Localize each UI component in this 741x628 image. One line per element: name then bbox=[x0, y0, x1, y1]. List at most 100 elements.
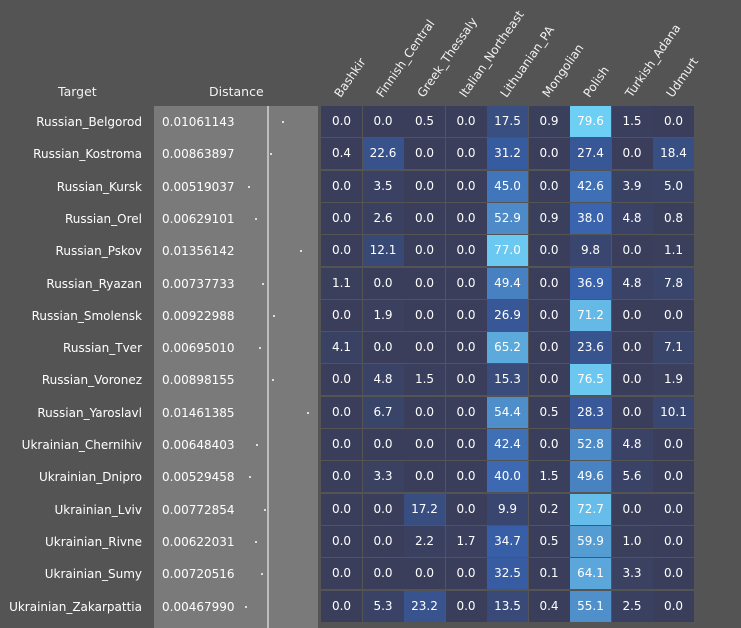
heatmap-cell: 0.0 bbox=[321, 493, 362, 525]
heatmap-cell: 0.0 bbox=[362, 429, 404, 460]
distance-dot-panel bbox=[269, 106, 318, 628]
row-target-label: Russian_Belgorod bbox=[36, 115, 142, 129]
heatmap-cell: 23.6 bbox=[570, 332, 611, 364]
target-column-header: Target bbox=[58, 84, 97, 99]
row-distance-value: 0.00772854 bbox=[162, 502, 235, 517]
heatmap-cell: 0.0 bbox=[321, 396, 362, 428]
row-target-label: Ukrainian_Sumy bbox=[44, 567, 142, 582]
row-distance-value: 0.00648403 bbox=[162, 438, 235, 452]
heatmap-cell: 3.3 bbox=[362, 461, 404, 493]
heatmap-cell: 0.0 bbox=[653, 106, 694, 137]
row-target-label: Ukrainian_Zakarpattia bbox=[9, 599, 142, 614]
heatmap-cell: 0.0 bbox=[653, 590, 694, 622]
row-target-label: Russian_Smolensk bbox=[31, 308, 142, 323]
distance-marker bbox=[256, 444, 259, 446]
heatmap-cell: 1.5 bbox=[528, 461, 570, 493]
heatmap-cell: 0.0 bbox=[321, 170, 362, 202]
distance-marker bbox=[300, 250, 303, 253]
heatmap-cell: 36.9 bbox=[570, 267, 611, 299]
heatmap-cell: 27.4 bbox=[570, 138, 611, 170]
heatmap-cell: 0.2 bbox=[528, 493, 570, 525]
distance-marker bbox=[255, 217, 258, 220]
row-target-label: Ukrainian_Chernihiv bbox=[21, 438, 142, 452]
distance-marker bbox=[254, 540, 257, 543]
heatmap-cell: 1.9 bbox=[362, 299, 404, 331]
heatmap-cell: 15.3 bbox=[487, 364, 528, 396]
heatmap-cell: 49.4 bbox=[487, 267, 528, 299]
heatmap-cell: 0.0 bbox=[611, 493, 653, 525]
row-target-label: Russian_Orel bbox=[64, 211, 142, 226]
distance-marker bbox=[282, 121, 285, 123]
heatmap-cell: 0.0 bbox=[362, 493, 404, 525]
row-distance-value: 0.00519037 bbox=[162, 179, 235, 194]
heatmap-cell: 0.0 bbox=[445, 364, 487, 396]
heatmap-cell: 52.9 bbox=[487, 202, 528, 234]
row-target-label: Russian_Pskov bbox=[55, 244, 142, 259]
distance-divider bbox=[267, 106, 269, 628]
heatmap-cell: 0.0 bbox=[445, 267, 487, 299]
heatmap-cell: 9.9 bbox=[487, 493, 528, 525]
heatmap-cell: 0.0 bbox=[321, 429, 362, 460]
heatmap-cell: 17.5 bbox=[487, 106, 528, 137]
heatmap-cell: 0.0 bbox=[445, 461, 487, 493]
heatmap-cell: 0.0 bbox=[321, 590, 362, 622]
distance-marker bbox=[307, 411, 309, 414]
distance-marker bbox=[273, 314, 276, 317]
heatmap-cell: 0.0 bbox=[362, 106, 404, 137]
heatmap-cell: 0.0 bbox=[445, 590, 487, 622]
heatmap-cell: 0.0 bbox=[445, 493, 487, 525]
heatmap-cell: 40.0 bbox=[487, 461, 528, 493]
heatmap-cell: 1.1 bbox=[653, 235, 694, 267]
row-target-label: Ukrainian_Rivne bbox=[44, 534, 142, 549]
heatmap-cell: 0.0 bbox=[653, 299, 694, 331]
row-distance-value: 0.00922988 bbox=[162, 308, 235, 323]
distance-marker bbox=[260, 573, 263, 576]
heatmap-cell: 1.1 bbox=[321, 267, 362, 299]
heatmap-cell: 0.0 bbox=[445, 299, 487, 331]
row-distance-value: 0.00898155 bbox=[162, 373, 235, 388]
heatmap-cell: 12.1 bbox=[362, 235, 404, 267]
heatmap-cell: 71.2 bbox=[570, 299, 611, 331]
heatmap-cell: 0.0 bbox=[653, 461, 694, 493]
heatmap-cell: 0.0 bbox=[362, 525, 404, 557]
row-target-label: Russian_Kursk bbox=[56, 179, 142, 194]
heatmap-cell: 0.0 bbox=[445, 332, 487, 364]
heatmap-cell: 0.0 bbox=[321, 202, 362, 234]
heatmap-cell: 0.9 bbox=[528, 106, 570, 137]
heatmap-cell: 0.0 bbox=[445, 170, 487, 202]
heatmap-cell: 0.0 bbox=[445, 558, 487, 590]
distance-marker bbox=[269, 153, 272, 156]
row-distance-value: 0.00529458 bbox=[162, 470, 235, 485]
heatmap-cell: 0.5 bbox=[528, 396, 570, 428]
row-distance-value: 0.01356142 bbox=[162, 244, 235, 259]
heatmap-cell: 0.0 bbox=[528, 235, 570, 267]
heatmap-cell: 26.9 bbox=[487, 299, 528, 331]
heatmap-cell: 17.2 bbox=[404, 493, 445, 525]
heatmap-cell: 0.0 bbox=[653, 558, 694, 590]
distance-marker bbox=[248, 185, 251, 188]
heatmap-cell: 5.6 bbox=[611, 461, 653, 493]
heatmap-cell: 42.6 bbox=[570, 170, 611, 202]
heatmap-cell: 0.0 bbox=[528, 299, 570, 331]
heatmap-cell: 0.0 bbox=[321, 299, 362, 331]
heatmap-cell: 0.0 bbox=[611, 364, 653, 396]
heatmap-cell: 0.0 bbox=[362, 267, 404, 299]
heatmap-cell: 54.4 bbox=[487, 396, 528, 428]
row-distance-value: 0.00720516 bbox=[162, 567, 235, 582]
heatmap-cell: 2.5 bbox=[611, 590, 653, 622]
heatmap-cell: 13.5 bbox=[487, 590, 528, 622]
heatmap-cell: 31.2 bbox=[487, 138, 528, 170]
row-distance-value: 0.00629101 bbox=[162, 211, 235, 226]
heatmap-cell: 38.0 bbox=[570, 202, 611, 234]
row-distance-value: 0.01461385 bbox=[162, 405, 235, 420]
heatmap-cell: 59.9 bbox=[570, 525, 611, 557]
heatmap-cell: 0.0 bbox=[321, 461, 362, 493]
heatmap-cell: 3.5 bbox=[362, 170, 404, 202]
heatmap-cell: 7.1 bbox=[653, 332, 694, 364]
heatmap-cell: 6.7 bbox=[362, 396, 404, 428]
heatmap-cell: 49.6 bbox=[570, 461, 611, 493]
heatmap-cell: 0.0 bbox=[321, 364, 362, 396]
heatmap-cell: 0.0 bbox=[362, 558, 404, 590]
heatmap-cell: 76.5 bbox=[570, 364, 611, 396]
heatmap-cell: 0.0 bbox=[445, 138, 487, 170]
